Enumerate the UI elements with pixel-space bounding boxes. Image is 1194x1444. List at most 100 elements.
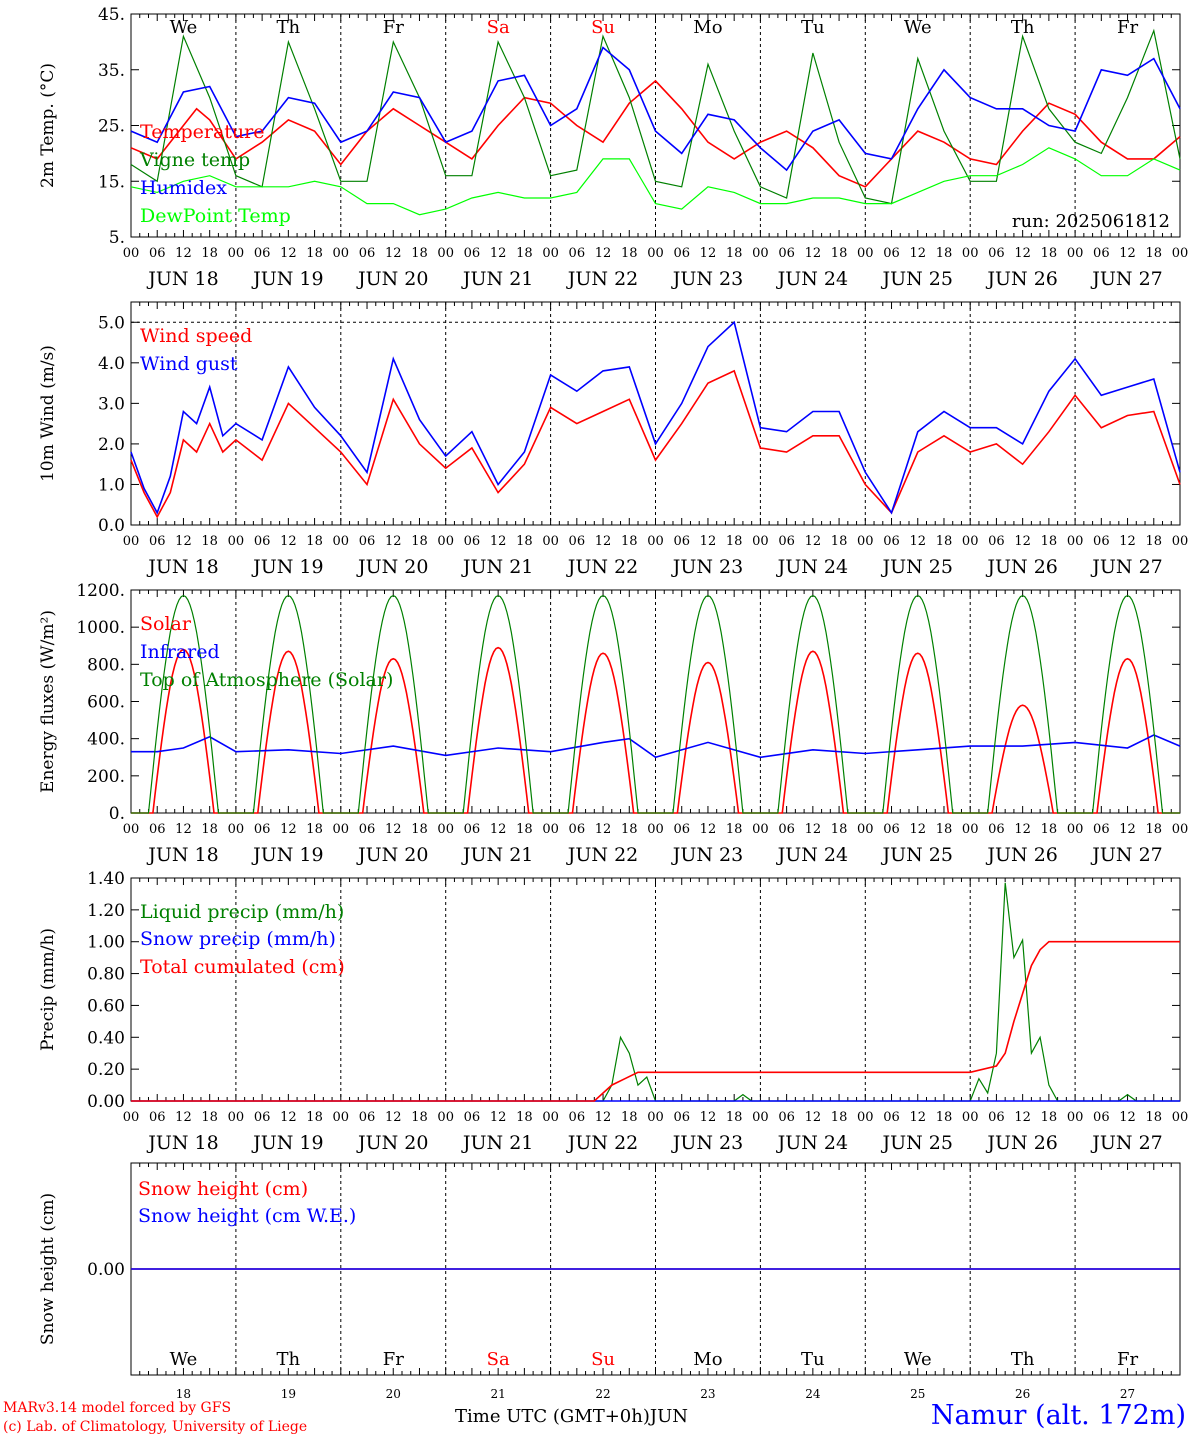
hour-label: 00 [437, 534, 454, 549]
hour-label: 12 [700, 534, 717, 549]
hour-label: 12 [175, 1110, 192, 1125]
legend-entry: Temperature [140, 121, 264, 143]
hour-label: 12 [909, 822, 926, 837]
day-label: Sa [487, 17, 510, 38]
day-label: We [904, 1349, 932, 1370]
hour-label: 18 [936, 822, 953, 837]
hour-label: 12 [1014, 246, 1031, 261]
date-label: JUN 22 [566, 268, 638, 290]
hour-label: 12 [595, 534, 612, 549]
hour-label: 18 [936, 1110, 953, 1125]
y-tick-label: 5.0 [98, 313, 125, 333]
hour-label: 18 [621, 1110, 638, 1125]
hour-label: 12 [175, 534, 192, 549]
y-tick-label: 0.0 [98, 516, 125, 536]
hour-label: 00 [647, 246, 664, 261]
panel-frame [130, 589, 1181, 814]
hour-label: 12 [175, 246, 192, 261]
legend-entry: Snow precip (mm/h) [140, 928, 336, 950]
hour-label: 18 [1146, 1110, 1163, 1125]
legend-entry: DewPoint Temp [140, 205, 291, 227]
y-axis-label: 2m Temp. (°C) [38, 63, 58, 188]
date-label: JUN 22 [566, 1132, 638, 1154]
hour-label: 06 [254, 246, 271, 261]
date-label: JUN 26 [985, 556, 1057, 578]
hour-label: 00 [647, 1110, 664, 1125]
hour-label: 12 [280, 1110, 297, 1125]
hour-label: 00 [228, 822, 245, 837]
hour-label: 06 [569, 1110, 586, 1125]
hour-label: 06 [1093, 246, 1110, 261]
date-label: JUN 21 [461, 556, 533, 578]
day-number: 21 [491, 1387, 506, 1401]
hour-label: 18 [411, 246, 428, 261]
hour-label: 18 [306, 246, 323, 261]
hour-label: 06 [673, 822, 690, 837]
hour-label: 00 [1067, 534, 1084, 549]
hour-label: 06 [1093, 822, 1110, 837]
hour-label: 18 [306, 822, 323, 837]
hour-label: 00 [962, 822, 979, 837]
day-label: Th [277, 1349, 301, 1370]
hour-label: 18 [1146, 246, 1163, 261]
hour-label: 00 [1172, 246, 1189, 261]
day-label: Th [1011, 1349, 1035, 1370]
hour-label: 06 [883, 822, 900, 837]
date-label: JUN 19 [251, 268, 323, 290]
date-label: JUN 25 [881, 556, 953, 578]
y-tick-label: 0.20 [87, 1060, 125, 1080]
hour-label: 12 [1014, 534, 1031, 549]
hour-label: 06 [778, 1110, 795, 1125]
day-label: Th [277, 17, 301, 38]
day-number: 24 [805, 1387, 821, 1401]
hour-label: 06 [464, 246, 481, 261]
y-tick-label: 15. [98, 172, 125, 192]
y-tick-label: 400. [87, 730, 125, 750]
hour-label: 18 [516, 534, 533, 549]
hour-label: 12 [805, 246, 822, 261]
hour-label: 18 [201, 246, 218, 261]
day-label: Su [591, 17, 615, 38]
hour-label: 12 [700, 822, 717, 837]
hour-label: 06 [569, 534, 586, 549]
legend-entry: Solar [140, 613, 192, 635]
date-label: JUN 26 [985, 1132, 1057, 1154]
legend-entry: Wind gust [140, 353, 238, 375]
date-label: JUN 27 [1090, 268, 1162, 290]
hour-label: 06 [464, 534, 481, 549]
hour-label: 00 [962, 534, 979, 549]
hour-label: 00 [752, 1110, 769, 1125]
hour-label: 06 [464, 822, 481, 837]
hour-label: 06 [1093, 1110, 1110, 1125]
hour-label: 00 [1172, 1110, 1189, 1125]
y-tick-label: 2.0 [98, 435, 125, 455]
hour-label: 00 [962, 246, 979, 261]
date-label: JUN 24 [776, 844, 848, 866]
day-label: We [170, 1349, 198, 1370]
y-tick-label: 0.00 [87, 1092, 125, 1112]
panel-2 [130, 301, 1181, 526]
hour-label: 12 [175, 822, 192, 837]
hour-label: 06 [254, 534, 271, 549]
panel-frame [130, 301, 1181, 526]
hour-label: 18 [201, 1110, 218, 1125]
legend-entry: Vigne temp [139, 149, 250, 171]
hour-label: 06 [883, 246, 900, 261]
hour-label: 00 [228, 246, 245, 261]
hour-label: 06 [569, 246, 586, 261]
hour-label: 18 [621, 822, 638, 837]
hour-label: 12 [1119, 1110, 1136, 1125]
date-label: JUN 26 [985, 268, 1057, 290]
hour-label: 06 [359, 246, 376, 261]
hour-label: 18 [726, 1110, 743, 1125]
day-number: 19 [281, 1387, 296, 1401]
legend-entry: Humidex [140, 177, 227, 199]
date-label: JUN 18 [146, 556, 218, 578]
hour-label: 12 [805, 822, 822, 837]
hour-label: 00 [647, 822, 664, 837]
day-label: Fr [383, 17, 404, 38]
run-annotation: run: 2025061812 [1012, 211, 1170, 232]
y-tick-label: 0. [109, 804, 125, 824]
date-label: JUN 26 [985, 844, 1057, 866]
